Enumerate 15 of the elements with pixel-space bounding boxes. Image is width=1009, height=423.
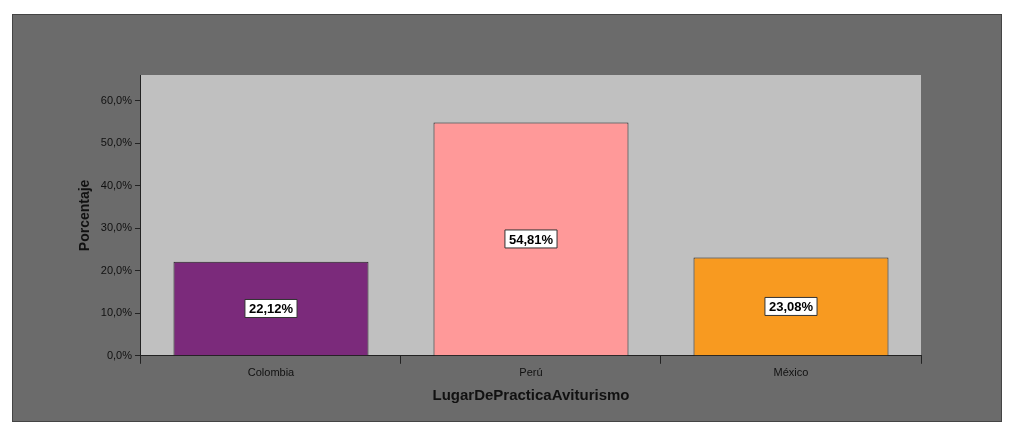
y-tick-label: 20,0%	[100, 263, 133, 276]
y-tick-label: 60,0%	[100, 93, 133, 106]
x-tick-label: Colombia	[247, 366, 296, 379]
y-tick-label: 30,0%	[100, 221, 133, 234]
x-axis-title: LugarDePracticaAviturismo	[432, 386, 630, 404]
y-axis-title: Porcentaje	[76, 179, 93, 252]
data-label: 23,08%	[768, 299, 814, 315]
x-tick-label: México	[773, 366, 809, 379]
data-label: 22,12%	[248, 301, 294, 317]
y-tick-label: 40,0%	[100, 178, 133, 191]
y-tick-label: 10,0%	[100, 306, 133, 319]
x-tick-label: Perú	[519, 366, 543, 379]
data-label: 54,81%	[508, 231, 554, 247]
y-tick-label: 50,0%	[100, 136, 133, 149]
y-tick-label: 0,0%	[106, 348, 133, 361]
